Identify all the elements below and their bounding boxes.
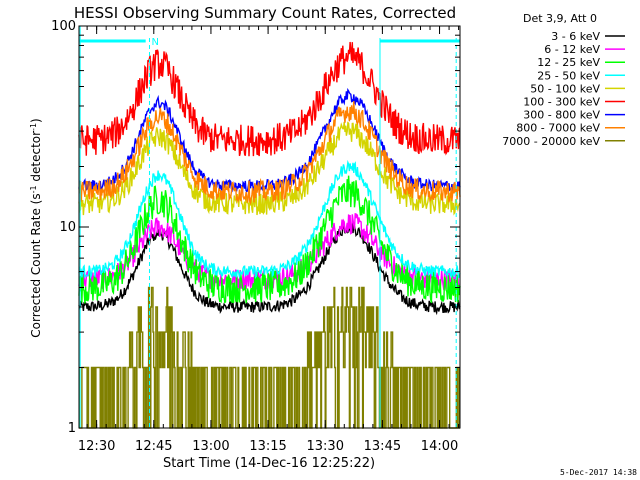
legend-label: 300 - 800 keV (523, 109, 600, 122)
legend-label: 50 - 100 keV (530, 82, 600, 95)
date-stamp: 5-Dec-2017 14:38 (560, 468, 637, 477)
x-tick-label: 12:30 (78, 439, 115, 454)
legend-label: 12 - 25 keV (537, 56, 600, 69)
y-axis-title: Corrected Count Rate (s-1 detector-1) (29, 118, 44, 337)
legend-header: Det 3,9, Att 0 (523, 12, 597, 25)
series-12-to-25keV-keV-trace (78, 175, 461, 304)
legend-label: 25 - 50 keV (537, 69, 600, 82)
axis-layer: 1 10 100 12:30 12:45 13:00 13:15 13:30 13:45 14:0… (51, 19, 460, 454)
series-100-to-300keV-keV-trace (78, 41, 461, 157)
legend-label: 100 - 300 keV (523, 96, 600, 109)
chart-title: HESSI Observing Summary Count Rates, Cor… (74, 4, 456, 22)
series-50-to-100keV-keV-trace (78, 121, 461, 216)
y-tick-label: 1 (68, 421, 76, 436)
legend-label: 6 - 12 keV (544, 43, 600, 56)
series-3-to-6keV-keV-trace (78, 222, 461, 316)
x-tick-label: 14:00 (421, 439, 458, 454)
y-tick-label: 10 (59, 220, 76, 235)
series-7000-to-20000keV-keV-trace (79, 286, 460, 429)
series-800-to-7000keV-keV-trace (78, 101, 461, 206)
series-layer (78, 41, 461, 429)
x-tick-label: 13:30 (307, 439, 344, 454)
x-tick-label: 13:15 (249, 439, 286, 454)
flag-label: N (151, 37, 158, 48)
series-25-to-50keV-keV-trace (78, 159, 461, 280)
legend-label: 7000 - 20000 keV (502, 135, 600, 148)
x-tick-label: 13:45 (364, 439, 401, 454)
y-tick-label: 100 (51, 19, 76, 34)
legend-label: 800 - 7000 keV (516, 122, 600, 135)
x-tick-label: 12:45 (135, 439, 172, 454)
legend-label: 3 - 6 keV (551, 30, 600, 43)
x-tick-label: 13:00 (192, 439, 229, 454)
x-axis-title: Start Time (14-Dec-16 12:25:22) (163, 456, 375, 471)
